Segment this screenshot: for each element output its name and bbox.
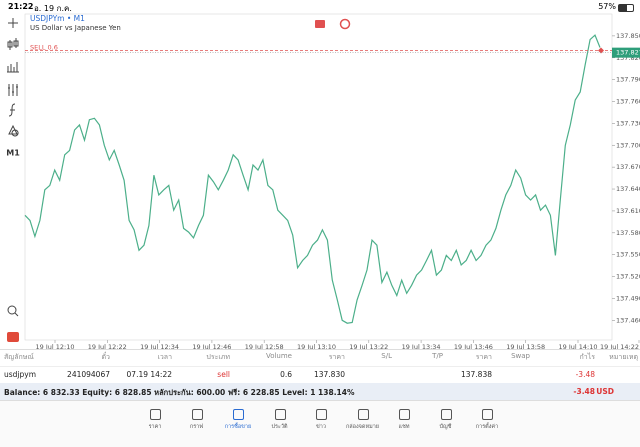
timeframe[interactable]: M1 [6, 149, 20, 158]
y-tick-label: 137.460 [616, 316, 640, 324]
tab-label[interactable]: กราฟ [189, 424, 204, 430]
balance-profit: -3.48 [573, 387, 595, 396]
y-tick-label: 137.790 [616, 76, 640, 84]
tab-icon[interactable] [150, 409, 161, 420]
balance-text: Balance: 6 832.33 Equity: 6 828.85 หลักป… [4, 388, 355, 397]
x-tick-label: 19 Jul 13:34 [402, 343, 441, 350]
column-header: ราคา [328, 353, 345, 361]
column-header: ประเภท [206, 353, 230, 361]
tab-bar [0, 400, 640, 447]
tab-label[interactable]: บัญชี [439, 424, 452, 430]
cell-ticket: 241094067 [67, 370, 110, 379]
one-click-icon[interactable] [315, 20, 325, 28]
settings-icon[interactable] [8, 84, 18, 96]
column-header: หมายเหตุ [609, 353, 638, 361]
signal-icon[interactable] [339, 18, 351, 30]
objects-icon[interactable] [8, 124, 19, 137]
tab-icon[interactable] [399, 409, 410, 420]
y-tick-label: 137.730 [616, 119, 640, 127]
plot-area [24, 13, 613, 341]
x-tick-label: 19 Jul 12:34 [140, 343, 179, 350]
x-tick-label: 19 Jul 13:10 [297, 343, 336, 350]
candle-icon[interactable] [7, 38, 19, 50]
column-header: S/L [381, 352, 392, 360]
chart: M1 USDJPYm • M1 US Dollar vs Japanese Ye… [6, 13, 640, 350]
tab-icon[interactable] [440, 409, 452, 420]
status-date: อ. 19 ก.ค. [34, 4, 72, 13]
column-header: Swap [511, 352, 530, 360]
y-tick-label: 137.520 [616, 273, 640, 281]
tab-icon[interactable] [482, 409, 493, 420]
left-toolbar[interactable] [7, 18, 19, 317]
tab-icon[interactable] [191, 409, 203, 420]
column-header: ราคา [475, 353, 492, 361]
symbol-title: USDJPYm • M1 [30, 14, 85, 23]
column-header: ตั๋ว [101, 353, 110, 361]
tab-label[interactable]: กล่องจดหมาย [345, 424, 380, 430]
cell-price: 137.830 [313, 370, 345, 379]
x-tick-label: 19 Jul 12:10 [36, 343, 75, 350]
tab-label[interactable]: ข่าว [316, 424, 326, 430]
y-tick-label: 137.820 [616, 54, 640, 62]
tab-label[interactable]: การตั้งค่า [475, 424, 499, 430]
column-header: สัญลักษณ์ [4, 353, 34, 361]
tab-label[interactable]: การซื้อขาย [224, 424, 252, 430]
y-tick-label: 137.550 [616, 251, 640, 259]
order-marker [598, 47, 604, 54]
cell-type: sell [217, 370, 230, 379]
function-icon[interactable] [8, 103, 16, 117]
y-tick-label: 137.760 [616, 98, 640, 106]
x-tick-label: 19 Jul 14:22 [600, 343, 639, 350]
price-line [24, 34, 601, 324]
x-tick-label: 19 Jul 14:10 [559, 343, 598, 350]
x-tick-label: 19 Jul 12:46 [192, 343, 231, 350]
order-label: SELL 0.6 [30, 43, 58, 51]
tab-icon[interactable] [274, 409, 286, 420]
column-header: เวลา [157, 353, 172, 361]
symbol-description: US Dollar vs Japanese Yen [30, 24, 121, 32]
x-tick-label: 19 Jul 12:22 [88, 343, 127, 350]
tab-icon[interactable] [357, 409, 369, 420]
bid-label: 137.827 [616, 49, 640, 57]
y-tick-label: 137.610 [616, 207, 640, 215]
battery-level: 57% [598, 2, 616, 11]
y-tick-label: 137.700 [616, 141, 640, 149]
status-time: 21:22 [8, 2, 34, 11]
cell-symbol: usdjpym [4, 370, 37, 379]
trade-icon[interactable] [7, 332, 19, 342]
y-tick-label: 137.490 [616, 294, 640, 302]
indicator-icon[interactable] [7, 62, 19, 73]
tab-label[interactable]: ประวัติ [271, 424, 288, 430]
tab-icon[interactable] [316, 409, 327, 420]
y-tick-label: 137.640 [616, 185, 640, 193]
cell-profit: -3.48 [575, 370, 595, 379]
tab-label[interactable]: ราคา [148, 424, 162, 430]
battery-icon [618, 4, 634, 12]
y-tick-label: 137.580 [616, 229, 640, 237]
balance-row [0, 383, 640, 400]
y-tick-label: 137.670 [616, 163, 640, 171]
crosshair-icon[interactable] [8, 18, 18, 28]
column-header: T/P [432, 352, 443, 360]
x-tick-label: 19 Jul 13:58 [506, 343, 545, 350]
tab-icon[interactable] [233, 409, 244, 420]
zoom-icon[interactable] [7, 305, 17, 315]
column-header: กำไร [579, 353, 595, 361]
y-tick-label: 137.850 [616, 32, 640, 40]
separator [0, 349, 640, 350]
cell-current: 137.838 [460, 370, 492, 379]
column-header: Volume [265, 352, 292, 360]
x-tick-label: 19 Jul 13:22 [349, 343, 388, 350]
cell-volume: 0.6 [280, 370, 292, 379]
x-tick-label: 19 Jul 12:58 [245, 343, 284, 350]
x-tick-label: 19 Jul 13:46 [454, 343, 493, 350]
balance-currency: USD [596, 387, 614, 396]
tab-label[interactable]: แชท [398, 424, 410, 430]
cell-time: 07.19 14:22 [126, 370, 172, 379]
bid-label-box [612, 47, 640, 58]
row-separator [0, 366, 640, 367]
